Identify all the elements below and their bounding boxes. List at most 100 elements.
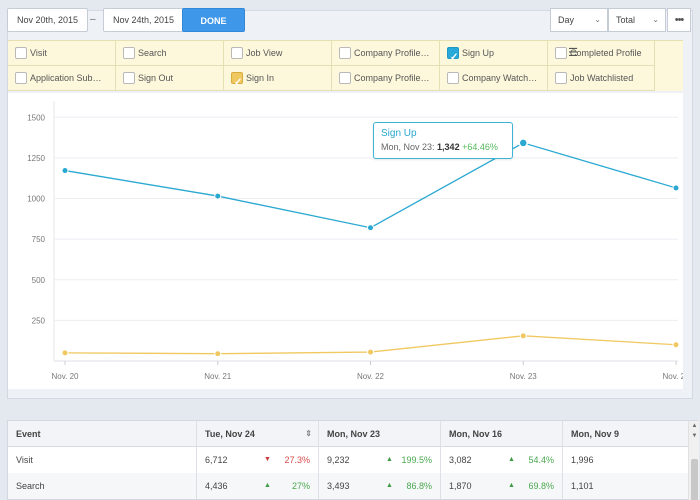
event-option-label: Job Watchlisted	[570, 73, 634, 83]
event-option-label: Sign In	[246, 73, 275, 83]
metric-change: 69.8%	[528, 481, 554, 491]
metric-cell: 1,996	[571, 455, 594, 465]
event-option-label: Sign Up	[462, 48, 495, 58]
x-tick-label: Nov. 21	[204, 372, 232, 381]
checkbox-checked-icon[interactable]: ✓	[231, 72, 243, 88]
event-option[interactable]: ✓ Sign Up	[440, 41, 548, 66]
y-tick-label: 750	[32, 235, 46, 244]
metric-cell: 1,101	[571, 481, 594, 491]
data-point	[367, 348, 374, 356]
x-tick-label: Nov. 24	[663, 372, 683, 381]
interval-value: Day	[558, 15, 575, 25]
data-point	[214, 192, 222, 200]
event-option[interactable]: Job View	[224, 41, 332, 66]
event-option[interactable]: Completed Profile	[548, 41, 655, 66]
y-tick-label: 500	[32, 276, 46, 285]
chevron-down-icon: ⌄	[594, 15, 601, 24]
header-col-2[interactable]: Mon, Nov 23	[319, 421, 441, 447]
table-row[interactable]: Search 4,436 ▲ 27% 3,493 ▲ 86.8% 1,870 ▲ 69.8% 1,1…	[8, 473, 688, 499]
tooltip-title: Sign Up	[381, 128, 417, 139]
aggregate-value: Total	[616, 15, 636, 25]
tooltip-change: +64.46%	[462, 142, 498, 152]
more-options-button[interactable]: •••	[667, 8, 691, 32]
scroll-up-icon[interactable]: ▲	[691, 423, 698, 429]
checkbox-icon[interactable]	[15, 72, 27, 84]
event-option-label: Company Watch…	[462, 73, 538, 83]
interval-select[interactable]: Day ⌄	[550, 8, 608, 32]
tooltip-line: Mon, Nov 23: 1,342 +64.46%	[381, 142, 505, 152]
data-point	[519, 332, 527, 340]
arrow-up-icon: ▲	[386, 482, 393, 489]
event-option[interactable]: Application Sub…	[8, 66, 116, 91]
toolbar: Nov 20th, 2015 – Nov 24th, 2015 DONE Day…	[7, 8, 694, 32]
chart-svg: 250 500 750 1000 1250 1500 Nov. 20 Nov. 21 Nov. …	[27, 101, 683, 381]
event-option-label: Company Profile…	[354, 48, 430, 58]
data-point	[367, 224, 374, 232]
header-col-1-label: Tue, Nov 24	[205, 429, 255, 439]
checkbox-icon[interactable]	[447, 72, 459, 84]
event-option-label: Company Profile…	[354, 73, 430, 83]
metric-change: 199.5%	[401, 455, 432, 465]
metric-cell: 9,232 ▲ 199.5%	[319, 447, 441, 473]
table-header: Event Tue, Nov 24 ⇕ Mon, Nov 23 Mon, Nov…	[8, 421, 688, 447]
x-tick-label: Nov. 22	[357, 372, 385, 381]
checkbox-checked-icon[interactable]: ✓	[447, 47, 459, 63]
series-line	[64, 142, 677, 229]
done-button[interactable]: DONE	[182, 8, 245, 32]
checkbox-icon[interactable]	[123, 72, 135, 84]
event-selector-grid: ☰ Visit Search Job View Company Profile… ✓ Si…	[8, 40, 683, 91]
header-col-3[interactable]: Mon, Nov 16	[441, 421, 563, 447]
event-option[interactable]: Sign Out	[116, 66, 224, 91]
x-tick-label: Nov. 23	[510, 372, 538, 381]
chart-tooltip: Sign Up Mon, Nov 23: 1,342 +64.46%	[373, 122, 513, 159]
end-date-picker[interactable]: Nov 24th, 2015	[103, 8, 184, 32]
event-name: Search	[8, 473, 197, 499]
event-option[interactable]: Company Profile…	[332, 66, 440, 91]
event-option[interactable]: Visit	[8, 41, 116, 66]
metric-change: 54.4%	[528, 455, 554, 465]
checkbox-icon[interactable]	[339, 72, 351, 84]
header-col-1[interactable]: Tue, Nov 24 ⇕	[197, 421, 319, 447]
header-event[interactable]: Event	[8, 421, 197, 447]
event-option[interactable]: Search	[116, 41, 224, 66]
sort-icon[interactable]: ⇕	[305, 429, 312, 438]
event-option[interactable]: Company Profile…	[332, 41, 440, 66]
metric-value: 9,232	[327, 455, 350, 465]
scroll-thumb[interactable]	[691, 459, 698, 500]
metric-value: 3,082	[449, 455, 472, 465]
arrow-up-icon: ▲	[264, 482, 271, 489]
checkbox-icon[interactable]	[123, 47, 135, 59]
checkbox-icon[interactable]	[555, 72, 567, 84]
checkbox-icon[interactable]	[15, 47, 27, 59]
arrow-up-icon: ▲	[386, 456, 393, 463]
data-point	[61, 167, 69, 175]
event-name: Visit	[8, 447, 197, 473]
event-option[interactable]: ✓ Sign In	[224, 66, 332, 91]
arrow-down-icon: ▼	[264, 456, 271, 463]
checkbox-icon[interactable]	[555, 47, 567, 59]
metric-change: 27%	[291, 481, 310, 491]
event-option-label: Application Sub…	[30, 73, 102, 83]
checkbox-icon[interactable]	[231, 47, 243, 59]
checkbox-icon[interactable]	[339, 47, 351, 59]
header-col-4[interactable]: Mon, Nov 9	[571, 429, 620, 439]
metric-value: 4,436	[205, 481, 228, 491]
date-range-separator: –	[90, 14, 96, 25]
table-row[interactable]: Visit 6,712 ▼ 27.3% 9,232 ▲ 199.5% 3,082 ▲ 54.4% 1…	[8, 447, 688, 473]
aggregate-select[interactable]: Total ⌄	[608, 8, 666, 32]
event-option[interactable]: Job Watchlisted	[548, 66, 655, 91]
scroll-down-icon[interactable]: ▼	[691, 433, 698, 439]
data-point	[672, 184, 680, 192]
check-icon: ✓	[450, 52, 459, 63]
arrow-up-icon: ▲	[508, 456, 515, 463]
y-tick-label: 250	[32, 316, 46, 325]
event-option[interactable]: Company Watch…	[440, 66, 548, 91]
arrow-up-icon: ▲	[508, 482, 515, 489]
table-scrollbar[interactable]: ▲ ▼	[688, 421, 699, 500]
start-date-picker[interactable]: Nov 20th, 2015	[7, 8, 88, 32]
data-point	[61, 349, 69, 357]
metric-value: 1,870	[449, 481, 472, 491]
data-point	[518, 138, 528, 148]
metric-cell: 3,082 ▲ 54.4%	[441, 447, 563, 473]
tooltip-date: Mon, Nov 23:	[381, 142, 435, 152]
